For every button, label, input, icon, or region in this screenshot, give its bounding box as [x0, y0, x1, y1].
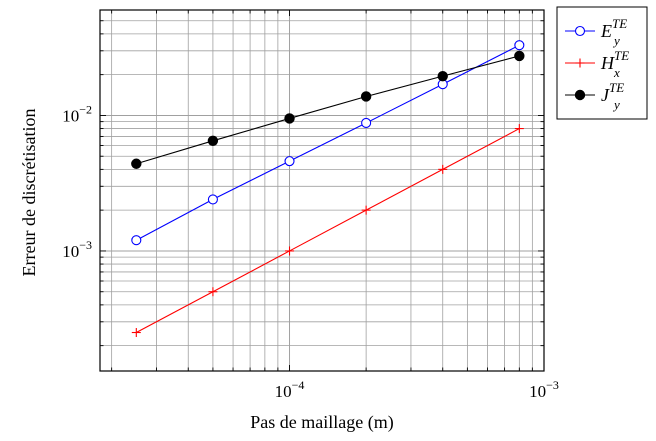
- data-point: [284, 156, 295, 167]
- y-tick-label: 10−3: [62, 238, 92, 261]
- series-line: [136, 128, 520, 334]
- data-point: [131, 235, 142, 246]
- tick-label-base: 10: [62, 242, 79, 261]
- data-point: [437, 70, 448, 82]
- legend-sub: y: [612, 33, 620, 48]
- series-1: [131, 40, 525, 246]
- data-point: [361, 117, 372, 129]
- legend-name: J: [601, 85, 610, 105]
- tick-label-base: 10: [62, 106, 79, 125]
- legend-label: HTE x: [600, 48, 629, 80]
- legend-item: JTE y: [565, 80, 624, 112]
- tick-label-exponent: −3: [546, 378, 559, 392]
- legend-sup: TE: [612, 16, 627, 31]
- data-point: [438, 164, 448, 174]
- legend-label: ETE y: [600, 16, 627, 48]
- data-point: [207, 135, 219, 146]
- data-point: [285, 246, 295, 256]
- data-point: [360, 91, 372, 102]
- legend-swatch-marker: [575, 58, 585, 68]
- series-3: [131, 50, 525, 169]
- legend-item: ETE y: [565, 16, 627, 48]
- plot-frame: [99, 9, 545, 372]
- tick-label-exponent: −3: [79, 238, 92, 252]
- legend-sub: x: [613, 65, 620, 80]
- data-point: [361, 205, 371, 215]
- axis-ticks: 10−4 10−310−310−2: [62, 10, 559, 401]
- legend-swatch-marker: [574, 25, 586, 37]
- series-line: [136, 55, 520, 165]
- data-point: [284, 113, 295, 124]
- series-layer: [131, 40, 525, 338]
- legend-label: JTE y: [601, 80, 624, 112]
- x-axis-label: Pas de maillage (m): [250, 412, 393, 433]
- x-tick-label: 10−3: [529, 378, 559, 401]
- legend-swatch-marker: [574, 89, 586, 101]
- series-2: [131, 124, 524, 338]
- tick-label-exponent: −4: [292, 378, 305, 392]
- legend-name: E: [600, 21, 612, 41]
- legend-name: H: [600, 53, 615, 73]
- grid: [100, 10, 544, 371]
- legend-item: HTE x: [565, 48, 629, 80]
- data-point: [131, 328, 141, 338]
- data-point: [514, 124, 524, 134]
- tick-label-base: 10: [529, 382, 546, 401]
- y-tick-label: 10−2: [62, 102, 92, 125]
- data-point: [207, 194, 218, 205]
- data-point: [208, 287, 218, 297]
- data-point: [131, 158, 142, 169]
- data-point: [514, 50, 525, 62]
- legend-sup: TE: [609, 80, 624, 95]
- x-tick-label: 10−4: [275, 378, 305, 401]
- series-line: [136, 44, 520, 241]
- legend-sup: TE: [614, 48, 629, 63]
- tick-label-exponent: −2: [79, 102, 92, 116]
- tick-label-base: 10: [275, 382, 292, 401]
- y-axis-label: Erreur de discrétisation: [19, 109, 39, 277]
- legend-sub: y: [612, 97, 620, 112]
- data-point: [514, 40, 525, 51]
